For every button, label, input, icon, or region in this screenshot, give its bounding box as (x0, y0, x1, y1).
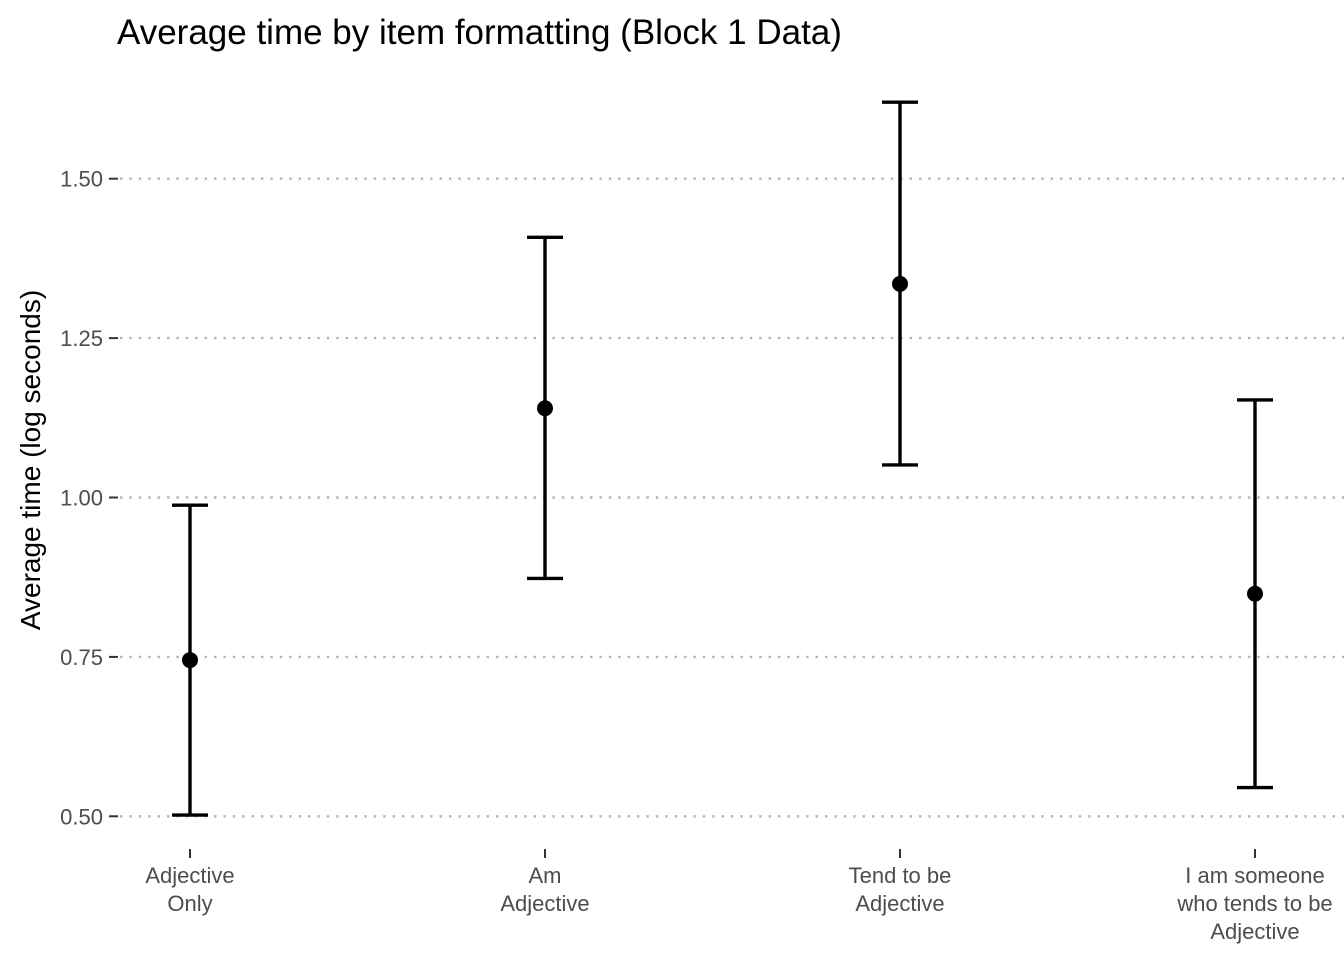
y-tick-label: 0.50 (60, 804, 103, 829)
x-tick-label-line: I am someone (1185, 863, 1324, 888)
chart-title: Average time by item formatting (Block 1… (117, 13, 842, 52)
x-tick-label-line: who tends to be (1176, 891, 1332, 916)
y-axis-label: Average time (log seconds) (15, 290, 46, 630)
mean-point (537, 400, 553, 417)
grid-lines (120, 177, 1344, 818)
x-tick-label-line: Adjective (500, 891, 589, 916)
x-tick-label-line: Only (167, 891, 212, 916)
x-axis: Adjective Only Am Adjective Tend to be Adject… (145, 849, 1333, 944)
x-tick-label-line: Am (529, 863, 562, 888)
x-tick-label-line: Adjective (855, 891, 944, 916)
x-tick-label-line: Adjective (145, 863, 234, 888)
x-tick-label: Tend to be Adjective (849, 863, 952, 916)
y-tick-label: 1.00 (60, 486, 103, 511)
y-axis: 0.50 0.75 1.00 1.25 1.50 (60, 167, 118, 829)
data-marks (172, 100, 1273, 817)
mean-point (182, 652, 198, 669)
x-tick-label: Am Adjective (500, 863, 589, 916)
y-tick-label: 0.75 (60, 645, 103, 670)
x-tick-label-line: Tend to be (849, 863, 952, 888)
y-tick-label: 1.25 (60, 326, 103, 351)
mean-point (892, 275, 908, 292)
y-tick-label: 1.50 (60, 167, 103, 192)
x-tick-label: Adjective Only (145, 863, 234, 916)
mean-point (1247, 585, 1263, 602)
x-tick-label-line: Adjective (1210, 919, 1299, 944)
x-tick-label: I am someone who tends to be Adjective (1176, 863, 1332, 944)
